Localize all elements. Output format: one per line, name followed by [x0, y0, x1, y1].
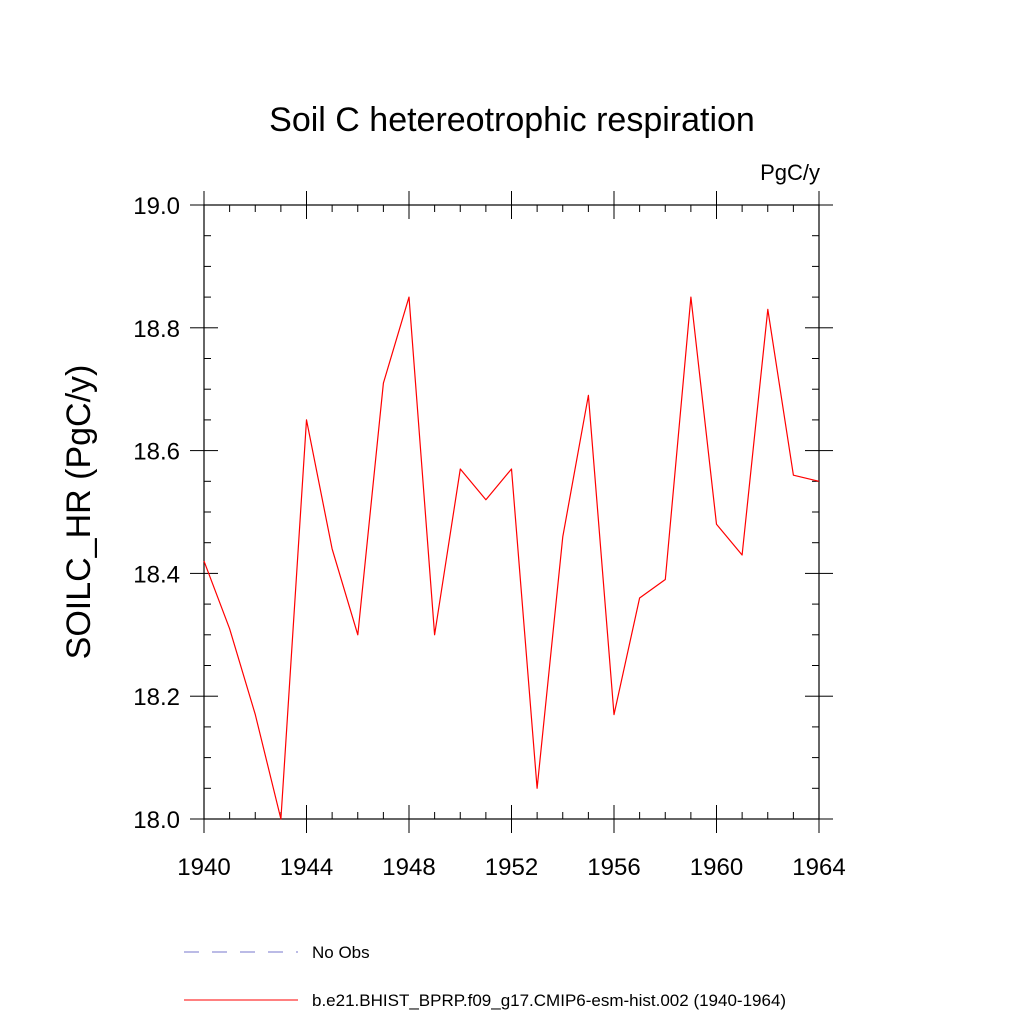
series-group [203, 296, 820, 820]
legend: No Obs b.e21.BHIST_BPRP.f09_g17.CMIP6-esm… [184, 943, 786, 1010]
legend-label: b.e21.BHIST_BPRP.f09_g17.CMIP6-esm-hist.… [312, 991, 786, 1010]
axis-ticks [190, 191, 833, 833]
chart-title: Soil C hetereotrophic respiration [269, 101, 755, 139]
x-tick-labels: 1940 1944 1948 1952 1956 1960 1964 [177, 854, 845, 881]
x-tick-label: 1948 [382, 854, 435, 881]
y-axis-label: SOILC_HR (PgC/y) [60, 365, 98, 660]
x-tick-label: 1960 [690, 854, 743, 881]
legend-label: No Obs [312, 943, 370, 962]
series-line [203, 296, 820, 820]
y-tick-label: 18.2 [133, 684, 180, 711]
x-tick-label: 1956 [587, 854, 640, 881]
x-tick-label: 1940 [177, 854, 230, 881]
x-tick-label: 1944 [280, 854, 333, 881]
y-tick-label: 18.0 [133, 807, 180, 834]
plot-frame [203, 204, 820, 820]
y-tick-label: 19.0 [133, 193, 180, 220]
units-label: PgC/y [760, 160, 820, 185]
x-tick-label: 1964 [792, 854, 845, 881]
x-tick-label: 1952 [485, 854, 538, 881]
y-tick-label: 18.8 [133, 316, 180, 343]
y-tick-labels: 18.0 18.2 18.4 18.6 18.8 19.0 [133, 193, 180, 834]
y-tick-label: 18.6 [133, 439, 180, 466]
y-tick-label: 18.4 [133, 561, 180, 588]
